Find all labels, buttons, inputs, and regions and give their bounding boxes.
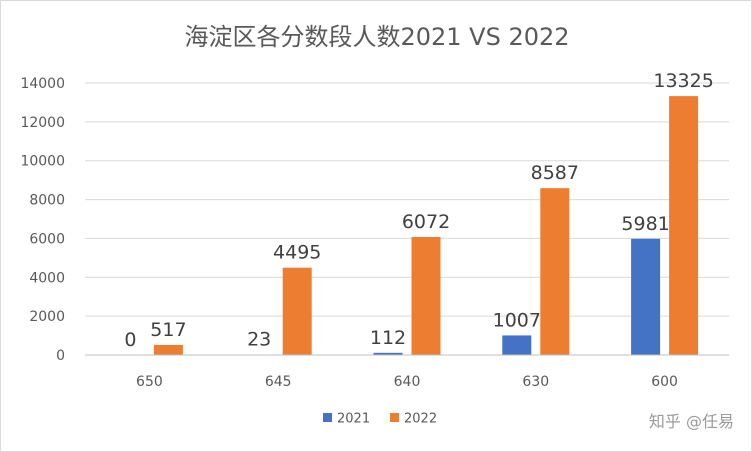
y-tick-label: 2000 [29, 309, 65, 325]
y-tick-label: 12000 [20, 115, 65, 131]
y-tick-label: 4000 [29, 270, 65, 286]
bar-2021-630 [502, 335, 532, 355]
y-tick-label: 8000 [29, 193, 65, 209]
bar-2021-600 [631, 238, 661, 355]
x-tick-label: 640 [394, 374, 421, 390]
data-label: 112 [370, 327, 406, 349]
legend: 2021 2022 [323, 412, 437, 427]
data-label: 23 [247, 329, 271, 351]
x-tick-label: 645 [265, 374, 292, 390]
y-axis: 0 2000 4000 6000 8000 10000 12000 14000 [20, 76, 65, 364]
bar-2022-600 [669, 96, 699, 355]
data-label: 8587 [531, 162, 579, 184]
x-axis: 650 645 640 630 600 [85, 354, 729, 390]
data-label: 6072 [402, 211, 450, 233]
legend-swatch-2022 [390, 413, 399, 422]
legend-label: 2022 [404, 412, 437, 427]
gridlines [85, 82, 729, 317]
legend-swatch-2021 [323, 413, 332, 422]
y-tick-label: 0 [56, 348, 65, 364]
x-tick-label: 630 [522, 374, 549, 390]
data-label: 517 [150, 319, 186, 341]
x-tick-label: 600 [651, 374, 678, 390]
bar-2022-640 [411, 237, 441, 355]
bar-2021-640 [373, 352, 403, 355]
data-label: 1007 [493, 309, 541, 331]
bar-2022-645 [282, 267, 312, 355]
x-tick-label: 650 [136, 374, 163, 390]
data-labels: 0 517 23 4495 112 6072 1007 8587 5981 13325 [124, 70, 713, 351]
chart-title: 海淀区各分数段人数2021 VS 2022 [184, 23, 569, 51]
y-tick-label: 14000 [20, 76, 65, 92]
data-label: 13325 [653, 70, 713, 92]
bar-2022-650 [153, 344, 183, 355]
data-label: 5981 [621, 213, 669, 235]
legend-label: 2021 [337, 412, 370, 427]
y-tick-label: 6000 [29, 231, 65, 247]
data-label: 4495 [273, 242, 321, 264]
data-label: 0 [124, 329, 136, 351]
y-tick-label: 10000 [20, 154, 65, 170]
bar-2022-630 [540, 188, 570, 355]
watermark: 知乎 @任易 [649, 412, 734, 431]
bars [153, 96, 699, 355]
